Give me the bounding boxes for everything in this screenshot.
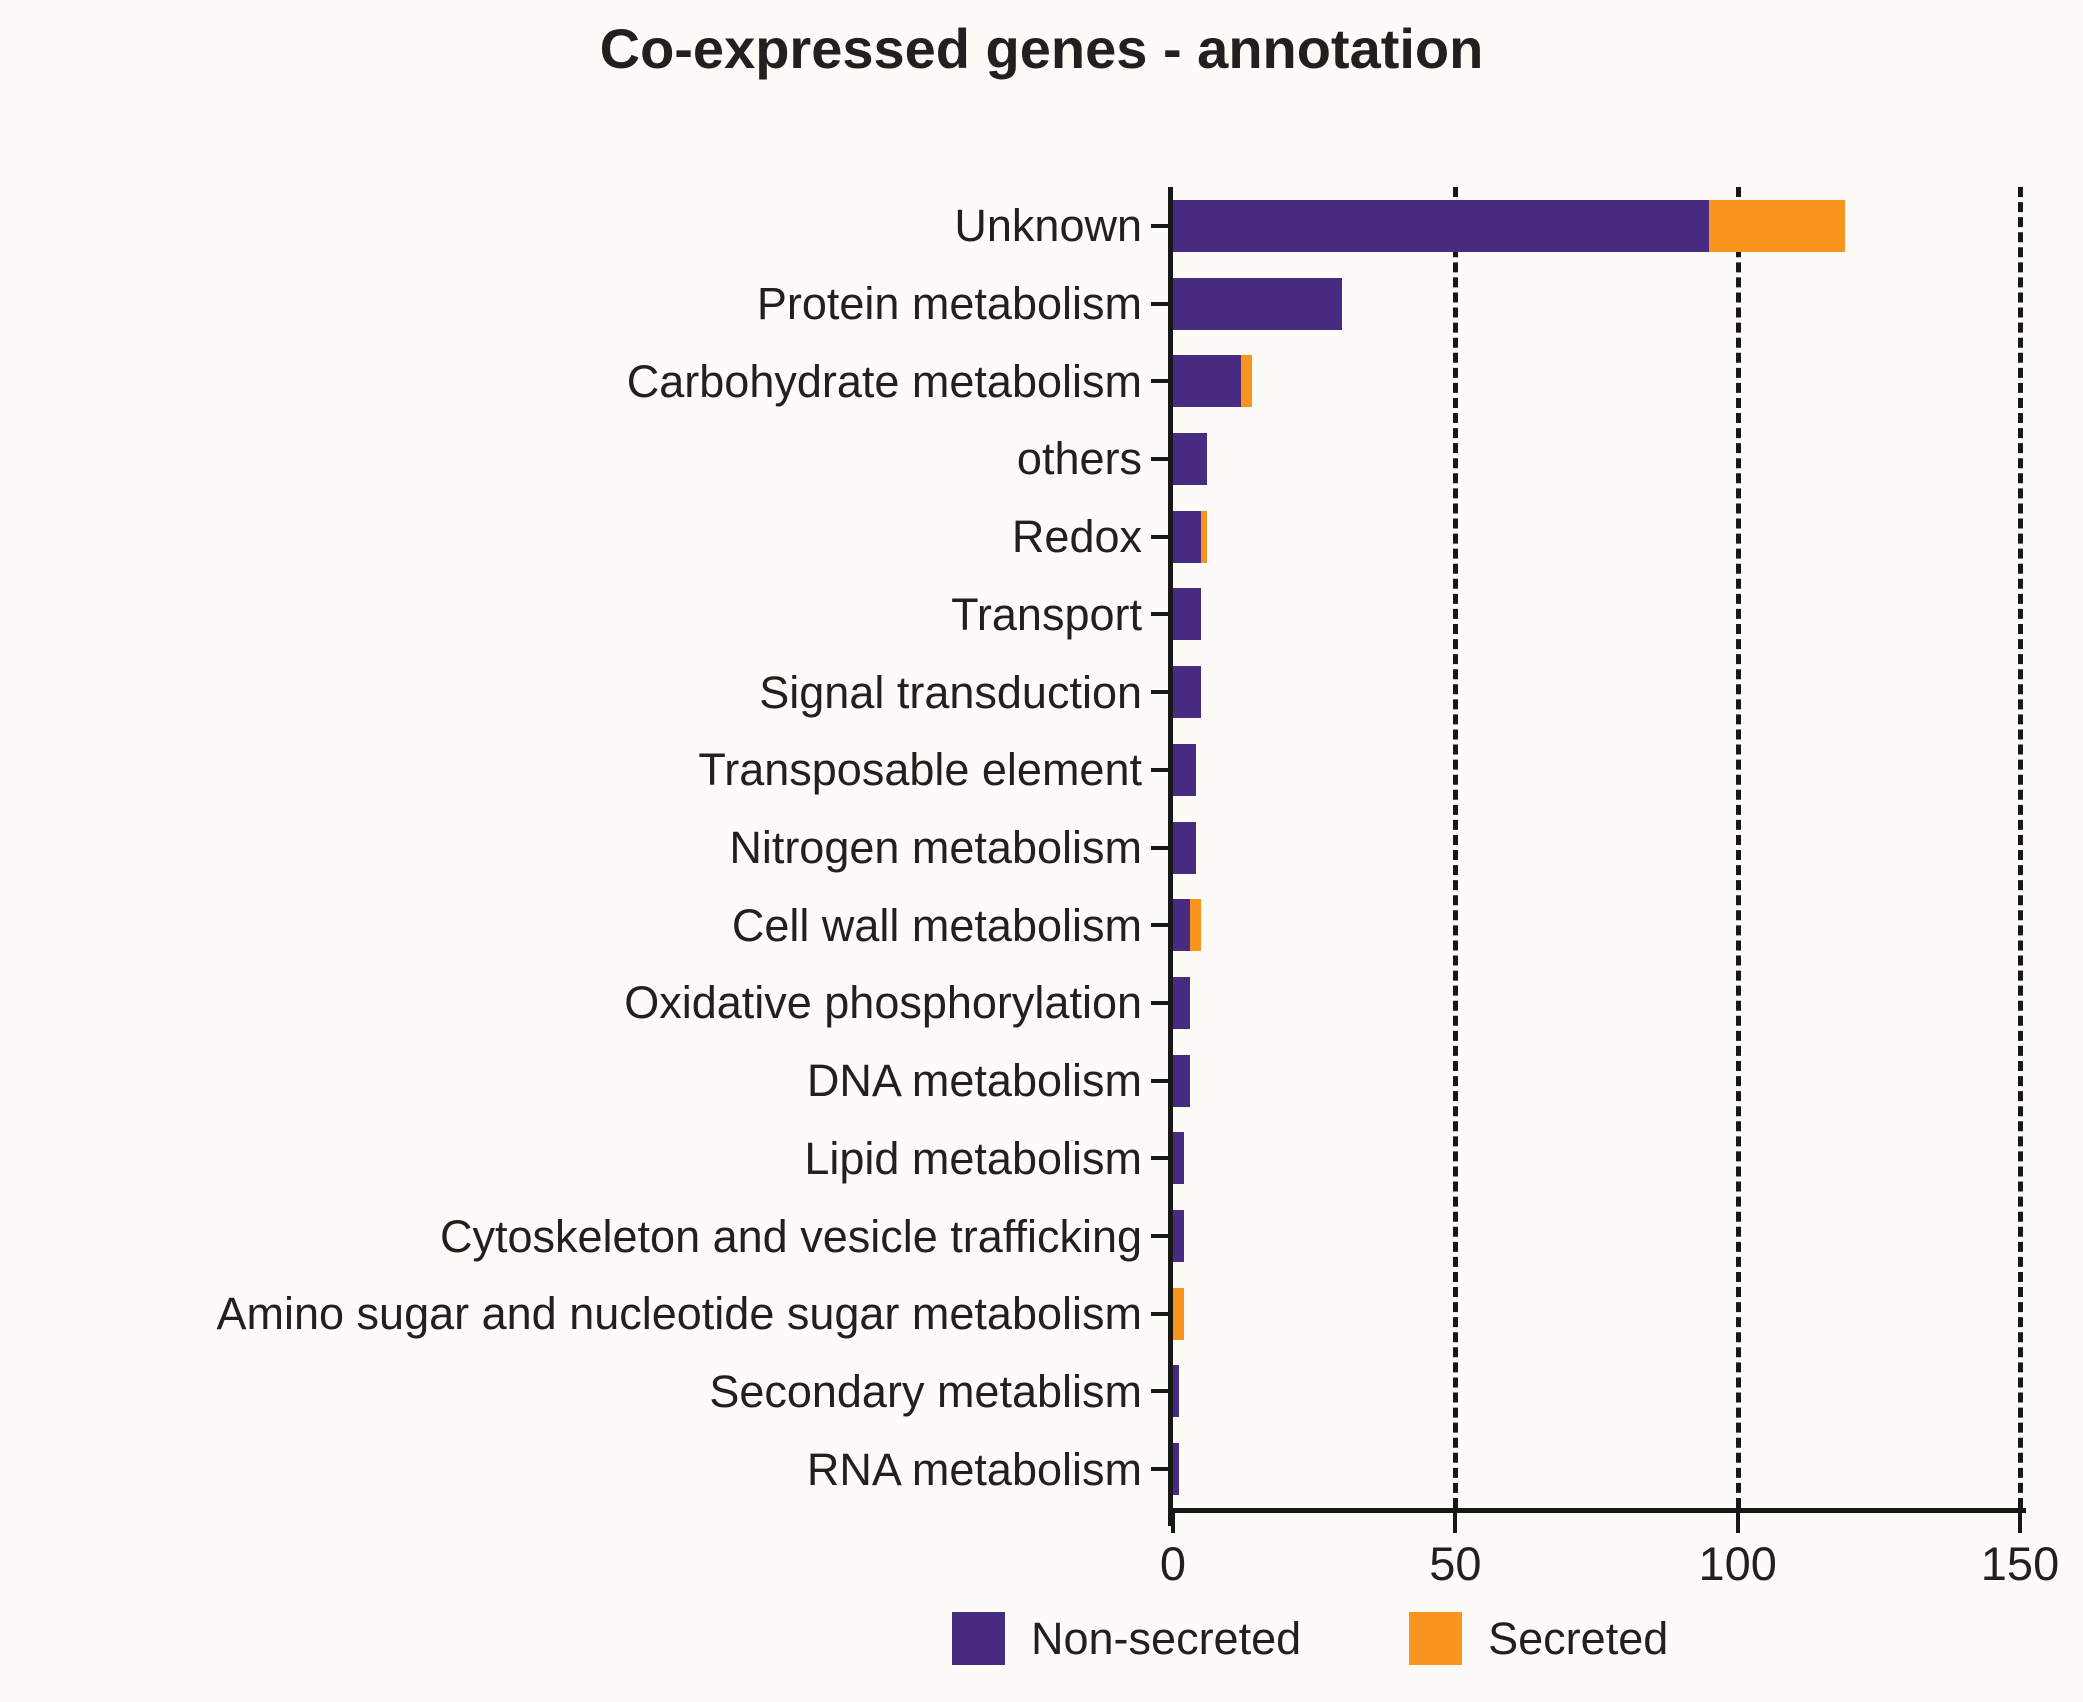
category-label: Transport (951, 588, 1142, 640)
bar-segment-non-secreted (1173, 1054, 1190, 1107)
bar-segment-non-secreted (1173, 1132, 1185, 1185)
bar-segment-non-secreted (1173, 432, 1207, 485)
y-tick (1151, 690, 1173, 695)
bar-segment-non-secreted (1173, 666, 1202, 719)
category-label: Redox (1011, 511, 1142, 563)
y-tick (1151, 1000, 1173, 1005)
y-tick (1151, 1078, 1173, 1083)
bar-segment-non-secreted (1173, 1443, 1179, 1496)
y-tick (1151, 456, 1173, 461)
legend-item-secreted: Secreted (1409, 1612, 1668, 1665)
bar-segment-non-secreted (1173, 588, 1202, 641)
category-label: Lipid metabolism (804, 1132, 1142, 1184)
y-tick (1151, 1389, 1173, 1394)
legend-item-non-secreted: Non-secreted (952, 1612, 1301, 1665)
y-axis-line (1168, 187, 1173, 1526)
y-tick (1151, 612, 1173, 617)
y-tick (1151, 1156, 1173, 1161)
y-tick (1151, 1234, 1173, 1239)
legend: Non-secreted Secreted (952, 1612, 1668, 1665)
y-tick (1151, 1467, 1173, 1472)
bar-segment-non-secreted (1173, 277, 1343, 330)
category-label: Cell wall metabolism (731, 899, 1142, 951)
y-tick (1151, 767, 1173, 772)
category-label: Carbohydrate metabolism (626, 355, 1142, 407)
bar-segment-secreted (1240, 355, 1253, 408)
gridline-100 (1735, 187, 1741, 1508)
y-tick (1151, 1311, 1173, 1316)
y-tick (1151, 534, 1173, 539)
gridline-150 (2018, 187, 2023, 1508)
legend-label-secreted: Secreted (1488, 1613, 1669, 1664)
category-label: Oxidative phosphorylation (624, 977, 1142, 1029)
x-tick (2018, 1513, 2022, 1533)
category-label: Protein metabolism (756, 278, 1142, 330)
bar-segment-non-secreted (1173, 199, 1710, 252)
category-label: Cytoskeleton and vesicle trafficking (439, 1210, 1142, 1262)
category-label: Secondary metablism (709, 1365, 1142, 1417)
y-tick (1151, 923, 1173, 928)
chart-title: Co-expressed genes - annotation (599, 17, 1484, 80)
bar-segment-non-secreted (1173, 899, 1190, 952)
bar-segment-secreted (1189, 899, 1202, 952)
category-label: Signal transduction (759, 666, 1142, 718)
legend-label-non-secreted: Non-secreted (1031, 1613, 1302, 1664)
category-label: Nitrogen metabolism (729, 821, 1142, 873)
y-tick (1151, 223, 1173, 228)
x-tick (1453, 1513, 1458, 1533)
bar-segment-non-secreted (1173, 976, 1190, 1029)
bar-segment-non-secreted (1173, 1365, 1179, 1418)
gridline-50 (1453, 187, 1459, 1508)
x-tick-label: 50 (1429, 1537, 1482, 1590)
category-label: Transposable element (698, 744, 1142, 796)
bar-segment-non-secreted (1173, 821, 1196, 874)
bar-segment-non-secreted (1173, 1210, 1185, 1263)
x-tick-label: 150 (1980, 1537, 2060, 1590)
category-label: others (1016, 433, 1142, 485)
x-tick (1735, 1513, 1740, 1533)
x-tick-label: 100 (1698, 1537, 1777, 1590)
bar-segment-secreted (1173, 1287, 1185, 1340)
y-tick (1151, 845, 1173, 850)
bar-segment-secreted (1709, 199, 1845, 252)
y-tick (1151, 379, 1173, 384)
category-label: Amino sugar and nucleotide sugar metabol… (216, 1288, 1142, 1340)
x-axis-line (1168, 1508, 2026, 1513)
bar-segment-secreted (1201, 510, 1207, 563)
bar-segment-non-secreted (1173, 355, 1241, 408)
non-secreted-swatch-icon (952, 1612, 1005, 1665)
category-label: Unknown (954, 200, 1142, 252)
bar-segment-non-secreted (1173, 743, 1196, 796)
category-label: RNA metabolism (806, 1443, 1142, 1495)
y-tick (1151, 301, 1173, 306)
category-label: DNA metabolism (806, 1055, 1142, 1107)
x-tick-label: 0 (1159, 1537, 1187, 1590)
bar-segment-non-secreted (1173, 510, 1202, 563)
x-tick (1171, 1513, 1175, 1533)
secreted-swatch-icon (1409, 1612, 1463, 1665)
